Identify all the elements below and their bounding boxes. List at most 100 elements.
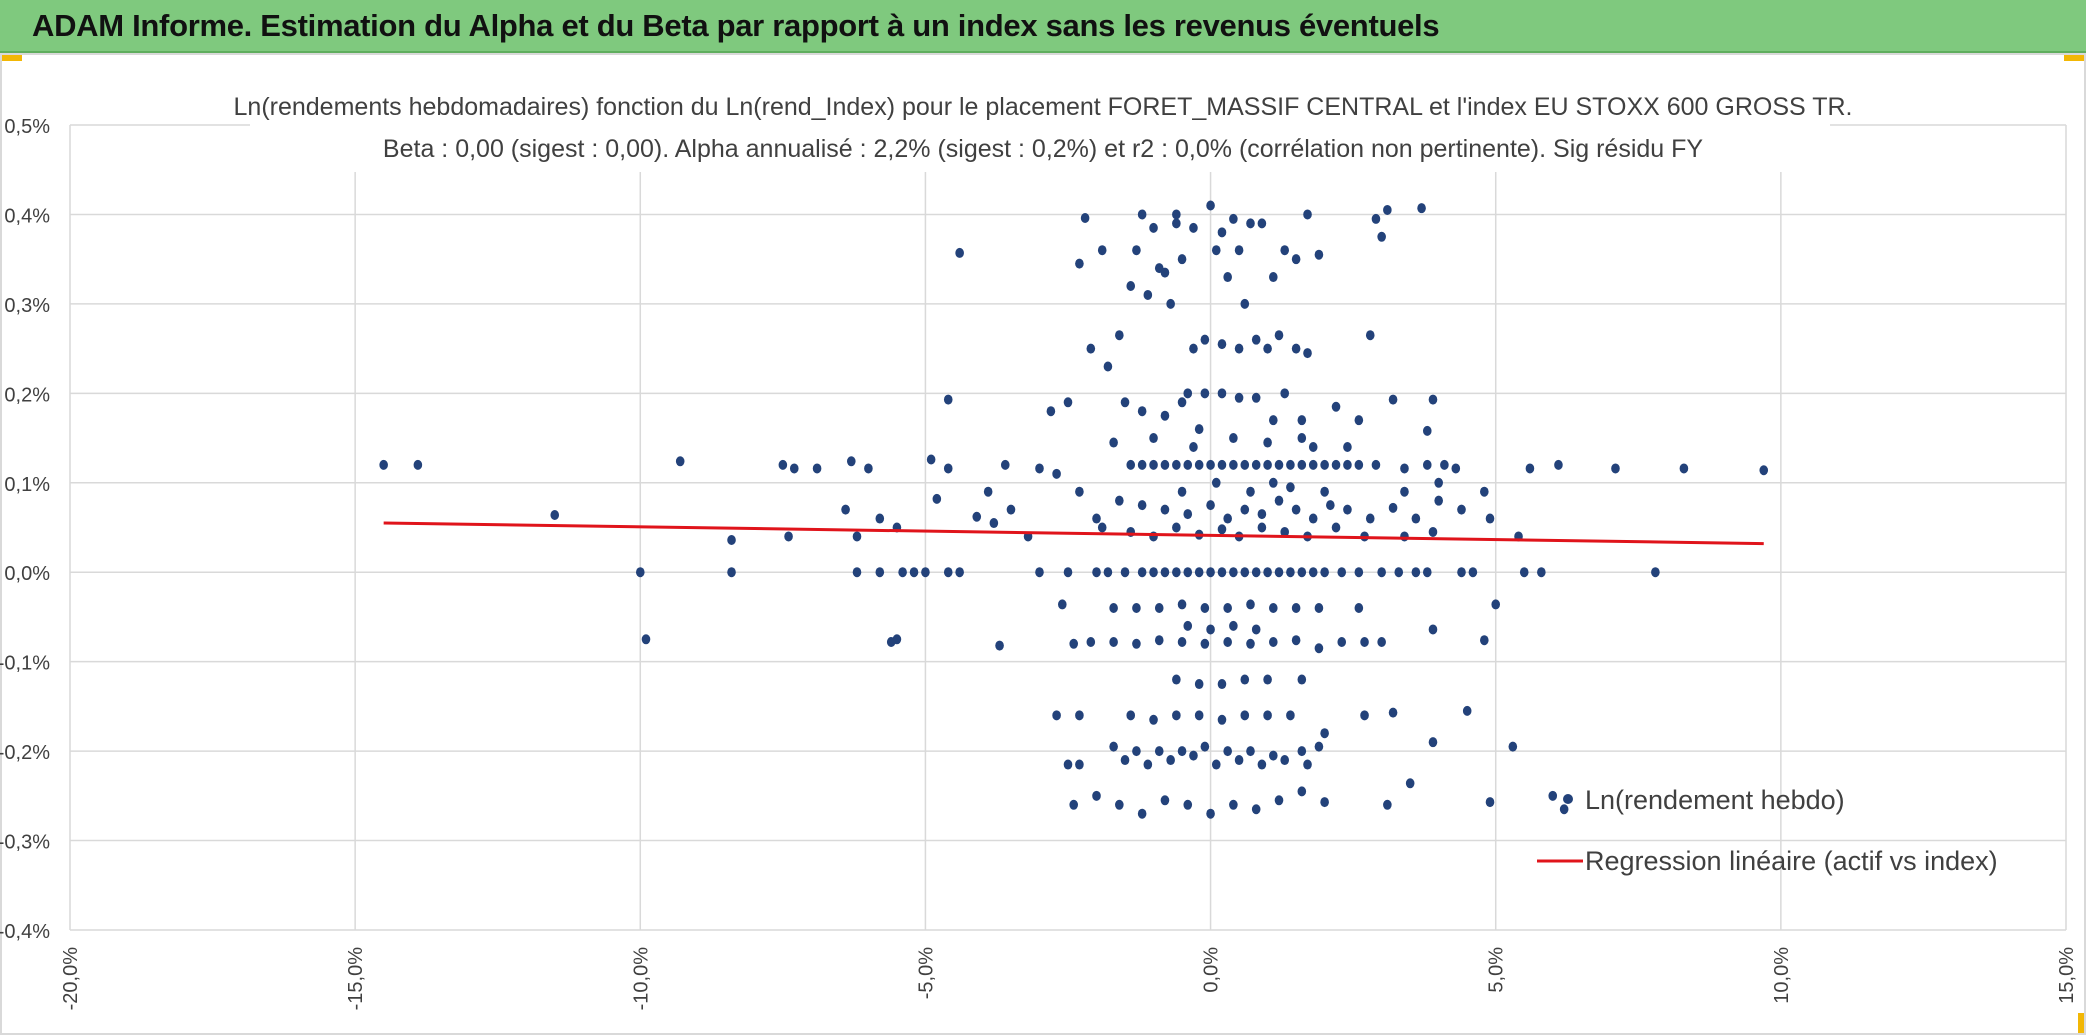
y-tick-label: -0,1% [0,653,50,675]
data-point [1075,486,1084,497]
data-point [1354,567,1364,578]
data-point [1274,459,1284,470]
data-point [1274,330,1284,341]
data-point [1337,636,1347,647]
data-point [1000,459,1010,470]
data-point [1115,330,1124,341]
data-point [1080,213,1090,224]
data-point [1183,799,1193,810]
data-point [1120,755,1130,766]
data-point [1115,495,1124,506]
data-point [1326,500,1335,511]
data-point [1206,624,1215,635]
data-point [1246,638,1255,649]
data-point [1075,258,1084,269]
data-point [1400,486,1409,497]
data-point [1234,343,1244,354]
data-point [1172,209,1181,220]
data-point [1217,714,1227,725]
data-point [1103,567,1113,578]
data-point [1223,746,1232,757]
data-point [1269,750,1278,761]
data-point [1149,531,1158,542]
data-point [635,567,645,578]
data-point [1154,746,1164,757]
data-point [1057,599,1067,610]
data-point [1354,603,1364,613]
data-point [1206,808,1215,819]
data-point [1377,636,1386,647]
data-point [550,509,560,520]
data-point [1194,424,1204,435]
data-point [1251,334,1261,345]
y-tick-label: 0,1% [4,474,50,496]
data-point [1297,746,1307,757]
y-tick-label: 0,3% [4,295,50,317]
data-point [1377,231,1386,242]
data-point [1679,463,1689,474]
data-point [1388,707,1398,718]
data-point [1417,203,1426,214]
data-point [1092,513,1101,524]
data-point [1246,746,1255,757]
data-point [1274,567,1284,578]
data-point [1200,603,1210,613]
data-point [1274,795,1284,806]
data-point [1154,603,1164,613]
data-point [1280,755,1290,766]
data-point [1554,459,1563,470]
data-point [1217,227,1227,238]
data-point [1457,567,1466,578]
data-point [1320,728,1329,739]
data-point [1297,415,1307,426]
data-point [1263,459,1272,470]
data-point [778,459,788,470]
data-point [1251,804,1261,815]
data-point [1183,388,1193,399]
data-point [995,640,1004,651]
data-point [1371,459,1381,470]
data-point [1240,459,1250,470]
data-point [1063,397,1073,408]
data-point [1263,567,1272,578]
data-point [1063,567,1073,578]
data-point [1440,459,1449,470]
data-point [1211,477,1221,488]
data-point [1229,459,1238,470]
data-point [1759,465,1769,476]
data-point [1172,218,1181,229]
data-point [1422,425,1432,436]
legend-points-label: Ln(rendement hebdo) [1585,785,1845,815]
data-point [1303,759,1312,770]
data-point [1166,755,1175,766]
data-point [1251,624,1261,635]
data-point [1291,603,1301,613]
data-point [1126,459,1136,470]
data-point [1217,524,1227,535]
data-point [943,463,953,474]
data-point [1365,330,1375,341]
data-point [1149,433,1158,444]
data-point [1194,679,1204,690]
data-point [1137,209,1147,220]
data-point [1132,746,1141,757]
legend-points-marker [1563,794,1573,804]
data-point [413,459,423,470]
data-point [1297,674,1307,685]
data-point [1257,759,1267,770]
data-point [1166,298,1175,309]
data-point [1172,674,1181,685]
data-point [1075,710,1084,721]
data-point [1137,459,1147,470]
data-point [1508,741,1518,752]
data-point [1177,254,1187,265]
data-point [1183,567,1193,578]
data-point [1177,636,1187,647]
chart-title-line-2: Beta : 0,00 (sigest : 0,00). Alpha annua… [383,135,1703,163]
data-point [1172,459,1181,470]
data-point [1291,343,1301,354]
data-point [1428,624,1438,635]
data-point [1160,459,1170,470]
data-point [1343,504,1352,515]
data-point [1303,209,1312,220]
